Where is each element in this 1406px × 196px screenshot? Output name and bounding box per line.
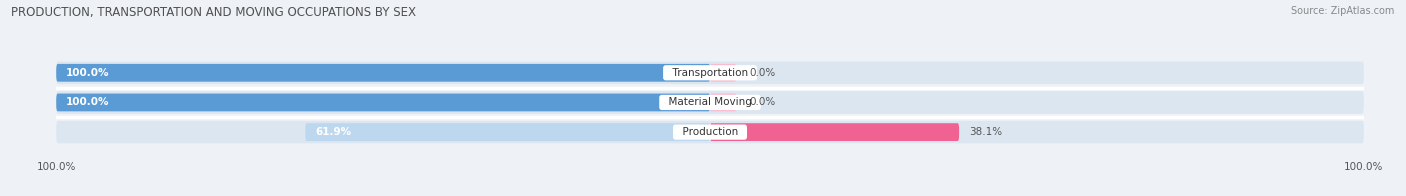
Text: Production: Production [676, 127, 744, 137]
FancyBboxPatch shape [56, 64, 710, 82]
FancyBboxPatch shape [56, 62, 1364, 84]
FancyBboxPatch shape [710, 64, 737, 82]
Text: Source: ZipAtlas.com: Source: ZipAtlas.com [1291, 6, 1395, 16]
Text: PRODUCTION, TRANSPORTATION AND MOVING OCCUPATIONS BY SEX: PRODUCTION, TRANSPORTATION AND MOVING OC… [11, 6, 416, 19]
FancyBboxPatch shape [710, 93, 737, 111]
FancyBboxPatch shape [710, 123, 959, 141]
FancyBboxPatch shape [56, 91, 1364, 114]
FancyBboxPatch shape [56, 93, 710, 111]
Text: 100.0%: 100.0% [66, 97, 110, 107]
Text: 38.1%: 38.1% [969, 127, 1002, 137]
Text: 100.0%: 100.0% [66, 68, 110, 78]
FancyBboxPatch shape [305, 123, 710, 141]
Text: 0.0%: 0.0% [749, 68, 776, 78]
Text: Transportation: Transportation [665, 68, 755, 78]
Text: 61.9%: 61.9% [315, 127, 352, 137]
Text: 0.0%: 0.0% [749, 97, 776, 107]
Text: Material Moving: Material Moving [662, 97, 758, 107]
FancyBboxPatch shape [56, 121, 1364, 143]
